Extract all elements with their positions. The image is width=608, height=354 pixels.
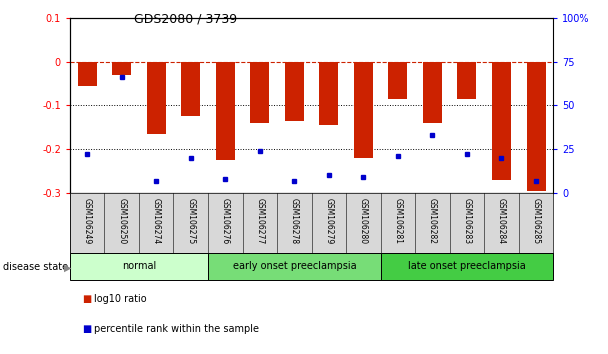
- Text: GSM106276: GSM106276: [221, 198, 230, 244]
- Bar: [181, 62, 200, 116]
- Bar: [527, 62, 545, 191]
- Text: GSM106281: GSM106281: [393, 198, 402, 244]
- Text: early onset preeclampsia: early onset preeclampsia: [232, 261, 356, 272]
- Text: GSM106275: GSM106275: [186, 198, 195, 244]
- Text: GSM106250: GSM106250: [117, 198, 126, 244]
- Text: ■: ■: [82, 294, 91, 304]
- Text: ■: ■: [82, 324, 91, 334]
- Text: percentile rank within the sample: percentile rank within the sample: [94, 324, 259, 334]
- Bar: [492, 62, 511, 180]
- Bar: [250, 62, 269, 123]
- Text: GSM106278: GSM106278: [290, 198, 299, 244]
- Bar: [319, 62, 339, 125]
- Text: GSM106282: GSM106282: [428, 198, 437, 244]
- Bar: [389, 62, 407, 99]
- Bar: [285, 62, 304, 121]
- Text: GSM106249: GSM106249: [83, 198, 92, 244]
- Bar: [78, 62, 97, 86]
- Text: GDS2080 / 3739: GDS2080 / 3739: [134, 12, 237, 25]
- Text: GSM106283: GSM106283: [463, 198, 471, 244]
- Bar: [423, 62, 442, 123]
- Text: normal: normal: [122, 261, 156, 272]
- Bar: [70, 253, 208, 280]
- Bar: [381, 253, 553, 280]
- Bar: [216, 62, 235, 160]
- Text: GSM106284: GSM106284: [497, 198, 506, 244]
- Text: late onset preeclampsia: late onset preeclampsia: [408, 261, 526, 272]
- Text: GSM106274: GSM106274: [152, 198, 161, 244]
- Text: disease state: disease state: [3, 262, 68, 272]
- Bar: [354, 62, 373, 158]
- Text: GSM106277: GSM106277: [255, 198, 264, 244]
- Text: GSM106279: GSM106279: [324, 198, 333, 244]
- Bar: [147, 62, 166, 134]
- Text: GSM106285: GSM106285: [531, 198, 541, 244]
- Bar: [457, 62, 477, 99]
- Bar: [208, 253, 381, 280]
- Bar: [112, 62, 131, 75]
- Text: ▶: ▶: [64, 262, 71, 272]
- Text: GSM106280: GSM106280: [359, 198, 368, 244]
- Text: log10 ratio: log10 ratio: [94, 294, 147, 304]
